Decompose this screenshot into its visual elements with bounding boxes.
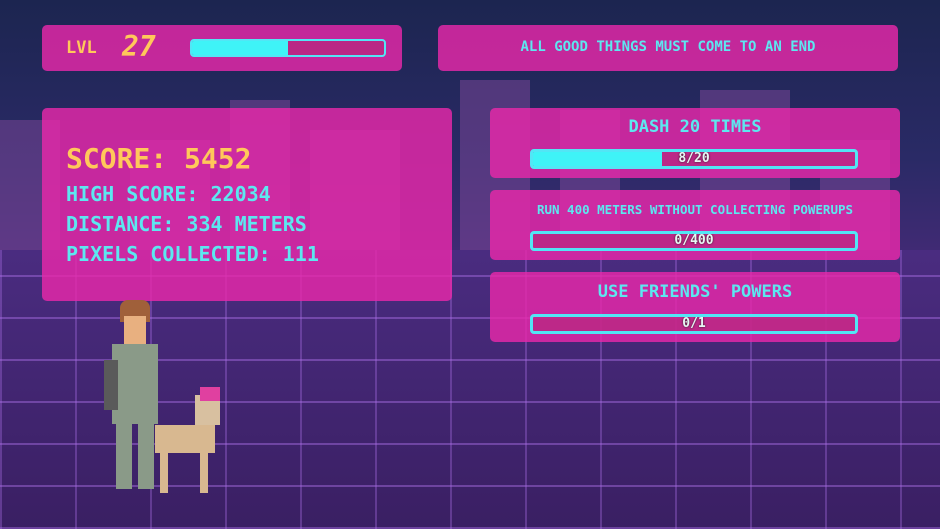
mission-title: DASH 20 TIMES <box>628 117 762 137</box>
mission-panel: RUN 400 METERS WITHOUT COLLECTING POWERU… <box>490 190 900 260</box>
mission-title: RUN 400 METERS WITHOUT COLLECTING POWERU… <box>536 202 854 217</box>
stats-panel: SCORE: 5452 HIGH SCORE: 22034 DISTANCE: … <box>42 108 452 301</box>
mission-progress-bar: 8/20 <box>530 149 858 169</box>
mission-progress-text: 0/1 <box>682 316 706 331</box>
mission-progress-text: 8/20 <box>678 151 710 166</box>
mission-progress-fill <box>533 152 662 166</box>
dog-companion <box>150 387 235 495</box>
level-label: LVL <box>66 38 97 58</box>
mission-panel: DASH 20 TIMES 8/20 <box>490 108 900 178</box>
level-value: 27 <box>122 30 156 63</box>
level-panel: LVL 27 <box>42 25 402 71</box>
level-progress-bar <box>190 39 386 57</box>
message-panel: ALL GOOD THINGS MUST COME TO AN END <box>438 25 898 71</box>
high-score-text: HIGH SCORE: 22034 <box>66 182 271 206</box>
mission-progress-bar: 0/400 <box>530 231 858 251</box>
player-character <box>100 300 170 495</box>
level-progress-fill <box>192 41 288 55</box>
mission-title: USE FRIENDS' POWERS <box>597 282 793 302</box>
mission-progress-text: 0/400 <box>674 233 714 248</box>
message-text: ALL GOOD THINGS MUST COME TO AN END <box>520 39 816 55</box>
mission-progress-bar: 0/1 <box>530 314 858 334</box>
distance-text: DISTANCE: 334 METERS <box>66 212 307 236</box>
score-text: SCORE: 5452 <box>66 142 252 175</box>
mission-panel: USE FRIENDS' POWERS 0/1 <box>490 272 900 342</box>
pixels-text: PIXELS COLLECTED: 111 <box>66 242 319 266</box>
